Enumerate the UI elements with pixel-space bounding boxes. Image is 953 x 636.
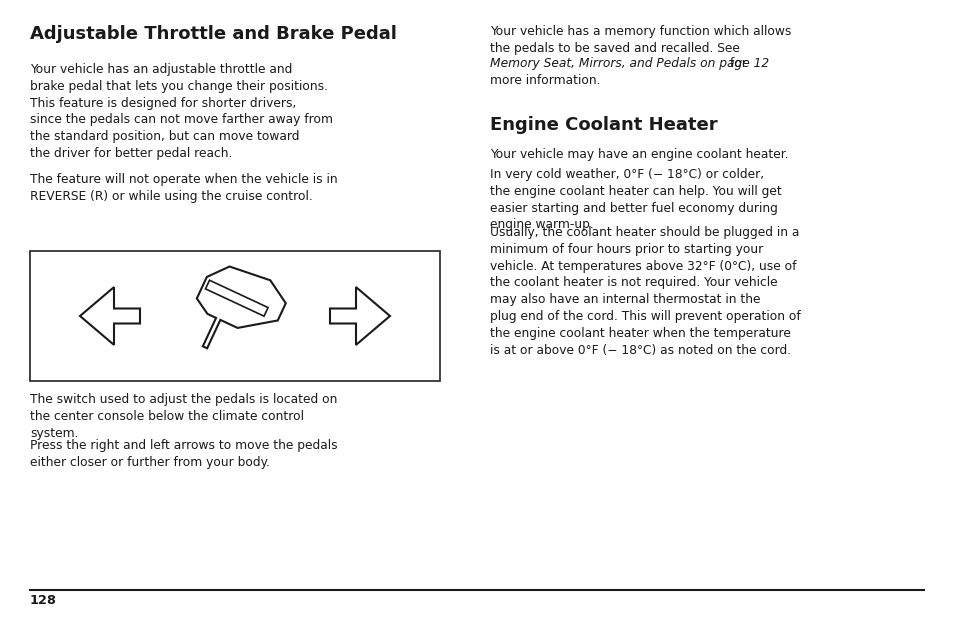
Text: Your vehicle has an adjustable throttle and
brake pedal that lets you change the: Your vehicle has an adjustable throttle …	[30, 63, 333, 160]
Text: Memory Seat, Mirrors, and Pedals on page 12: Memory Seat, Mirrors, and Pedals on page…	[490, 57, 768, 71]
Text: In very cold weather, 0°F (− 18°C) or colder,
the engine coolant heater can help: In very cold weather, 0°F (− 18°C) or co…	[490, 168, 781, 232]
Text: Your vehicle has a memory function which allows
the pedals to be saved and recal: Your vehicle has a memory function which…	[490, 25, 791, 55]
Text: Usually, the coolant heater should be plugged in a
minimum of four hours prior t: Usually, the coolant heater should be pl…	[490, 226, 800, 357]
Text: more information.: more information.	[490, 74, 599, 86]
Text: Engine Coolant Heater: Engine Coolant Heater	[490, 116, 717, 134]
Text: Press the right and left arrows to move the pedals
either closer or further from: Press the right and left arrows to move …	[30, 439, 337, 469]
Text: Adjustable Throttle and Brake Pedal: Adjustable Throttle and Brake Pedal	[30, 25, 396, 43]
Text: The feature will not operate when the vehicle is in
REVERSE (R) or while using t: The feature will not operate when the ve…	[30, 173, 337, 203]
Text: for: for	[725, 57, 746, 71]
Text: The switch used to adjust the pedals is located on
the center console below the : The switch used to adjust the pedals is …	[30, 393, 337, 439]
Text: Your vehicle may have an engine coolant heater.: Your vehicle may have an engine coolant …	[490, 148, 788, 161]
Bar	[30, 251, 439, 381]
Text: 128: 128	[30, 594, 57, 607]
